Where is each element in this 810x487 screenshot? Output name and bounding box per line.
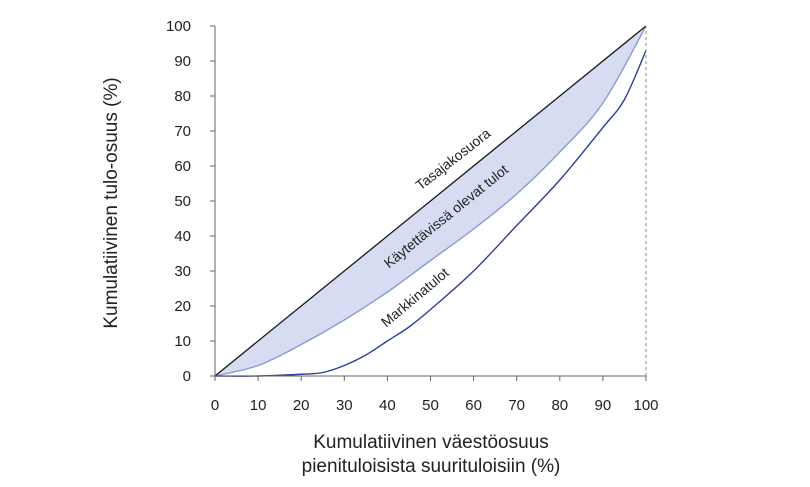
- y-tick-label: 10: [174, 333, 191, 350]
- series-line-markkinatulot: [214, 50, 647, 377]
- y-tick-label: 50: [174, 193, 191, 210]
- y-tick-label: 90: [174, 53, 191, 70]
- x-tick-label: 0: [211, 397, 219, 414]
- x-tick-label: 30: [336, 397, 353, 414]
- x-tick-label: 40: [379, 397, 396, 414]
- x-tick-label: 100: [633, 397, 658, 414]
- x-tick-label: 10: [250, 397, 267, 414]
- series-line-tasajakosuora: [214, 25, 647, 377]
- x-tick-label: 60: [465, 397, 482, 414]
- y-tick-label: 0: [183, 368, 191, 385]
- x-axis-title-line2: pienituloisista suurituloisiin (%): [302, 456, 561, 477]
- x-tick-label: 50: [422, 397, 439, 414]
- x-tick-label: 80: [551, 397, 568, 414]
- y-tick-label: 100: [166, 18, 191, 35]
- y-tick-label: 40: [174, 228, 191, 245]
- x-tick-label: 20: [293, 397, 310, 414]
- x-axis-title-line1: Kumulatiivinen väestöosuus: [313, 432, 549, 453]
- y-tick-label: 60: [174, 158, 191, 175]
- y-tick-label: 30: [174, 263, 191, 280]
- y-tick-label: 70: [174, 123, 191, 140]
- x-tick-label: 90: [595, 397, 612, 414]
- series-label-kaytettavissa: Käytettävissä olevat tulot: [381, 161, 512, 271]
- x-tick-label: 70: [508, 397, 525, 414]
- series-line-kaytettavissa: [214, 25, 647, 377]
- y-tick-label: 20: [174, 298, 191, 315]
- y-axis-title: Kumulatiivinen tulo-osuus (%): [101, 77, 122, 328]
- y-tick-label: 80: [174, 88, 191, 105]
